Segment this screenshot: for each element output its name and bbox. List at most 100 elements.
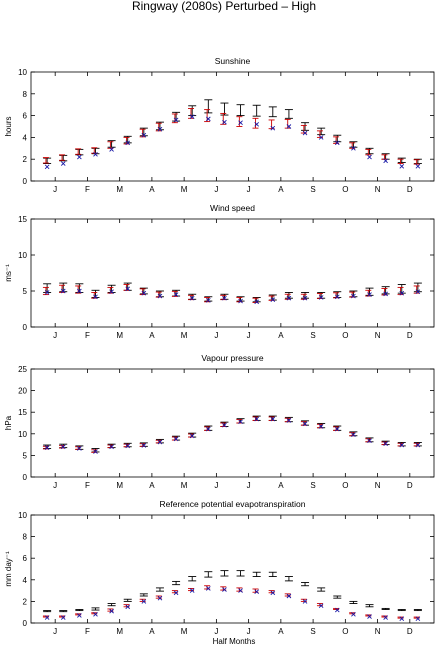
data-marker [60,444,66,450]
data-marker [238,120,243,126]
x-tick-label: N [375,627,381,636]
x-tick-label: A [149,627,155,636]
chart-panel-2: Wind speed 0 5 10 15 ms⁻¹ J F M A M J J A S O N D [4,203,435,340]
data-marker [125,140,131,146]
data-marker [318,603,324,609]
panel-title: Wind speed [210,203,255,213]
x-tick-label: M [116,331,123,340]
data-marker [383,615,388,620]
data-marker [141,132,147,138]
data-marker [238,419,243,425]
data-marker [238,298,243,304]
y-tick-label: 0 [23,473,28,482]
data-marker [60,161,66,166]
data-marker [254,122,259,127]
x-tick-label: A [149,331,155,340]
y-tick-label: 15 [18,408,27,417]
x-tick-label: D [407,331,413,340]
data-marker [60,288,66,294]
data-marker [351,432,356,437]
y-tick-label: 10 [18,68,27,77]
data-marker [222,587,227,592]
y-tick-label: 20 [18,387,27,396]
y-tick-label: 0 [23,619,28,628]
data-marker [77,446,82,451]
y-tick-label: 10 [18,251,27,260]
x-tick-label: M [181,331,188,340]
y-tick-label: 4 [23,576,28,585]
data-marker [93,612,98,617]
y-tick-label: 8 [23,90,28,99]
data-marker [44,290,50,295]
chart-panel-1: Sunshine 0 2 4 6 8 10 hours J F M A M J J A S O N D [4,56,435,194]
data-marker [189,295,195,301]
y-tick-label: 15 [18,215,27,224]
y-tick-label: 5 [23,451,28,460]
data-marker [60,615,66,620]
x-tick-label: J [214,185,218,194]
data-marker [334,140,340,146]
plot-frame [30,71,435,182]
y-axis-label: ms⁻¹ [4,264,13,282]
data-marker [93,151,98,157]
data-marker [44,164,50,170]
data-marker [334,294,340,300]
data-marker [399,616,405,621]
data-marker [302,130,308,136]
x-tick-label: A [149,481,155,490]
data-marker [318,135,324,140]
data-marker [367,614,372,619]
data-marker [173,590,179,596]
x-tick-label: D [407,481,413,490]
data-marker [334,426,340,432]
data-marker [270,590,276,596]
data-marker [44,615,50,620]
x-tick-label: S [310,627,315,636]
data-marker [367,154,372,160]
y-axis-label: hours [4,116,13,136]
x-tick-label: D [407,627,413,636]
x-tick-label: J [53,185,57,194]
y-tick-label: 6 [23,112,28,121]
x-tick-label: S [310,185,315,194]
data-marker [173,117,179,123]
x-tick-label: A [149,185,155,194]
data-marker [157,595,163,601]
data-marker [399,442,405,448]
y-tick-label: 6 [23,554,28,563]
data-marker [254,299,259,305]
x-tick-label: A [278,331,284,340]
data-marker [189,114,195,120]
data-marker [141,290,147,296]
x-tick-label: M [116,481,123,490]
x-tick-label: N [375,185,381,194]
data-marker [383,158,388,164]
plot-frame [30,368,435,478]
x-tick-label: M [116,185,123,194]
x-tick-label: M [181,481,188,490]
data-marker [318,424,324,429]
data-marker [415,163,421,169]
x-tick-label: J [247,481,251,490]
x-tick-label: F [85,627,90,636]
data-marker [206,116,211,122]
y-axis-label: hPa [4,415,13,430]
data-marker [302,599,308,604]
data-marker [270,125,276,131]
data-marker [367,438,372,444]
data-marker [270,416,276,422]
x-tick-label: A [278,185,284,194]
data-marker [334,607,340,613]
data-marker [351,293,356,299]
data-marker [286,593,292,599]
x-tick-label: J [247,185,251,194]
x-tick-label: O [342,331,348,340]
panel-title: Vapour pressure [201,353,263,363]
data-marker [415,442,421,448]
data-marker [286,124,292,129]
x-tick-label: J [53,331,57,340]
data-marker [173,436,179,442]
x-tick-label: O [342,627,348,636]
y-tick-label: 5 [23,287,28,296]
x-tick-label: J [247,627,251,636]
